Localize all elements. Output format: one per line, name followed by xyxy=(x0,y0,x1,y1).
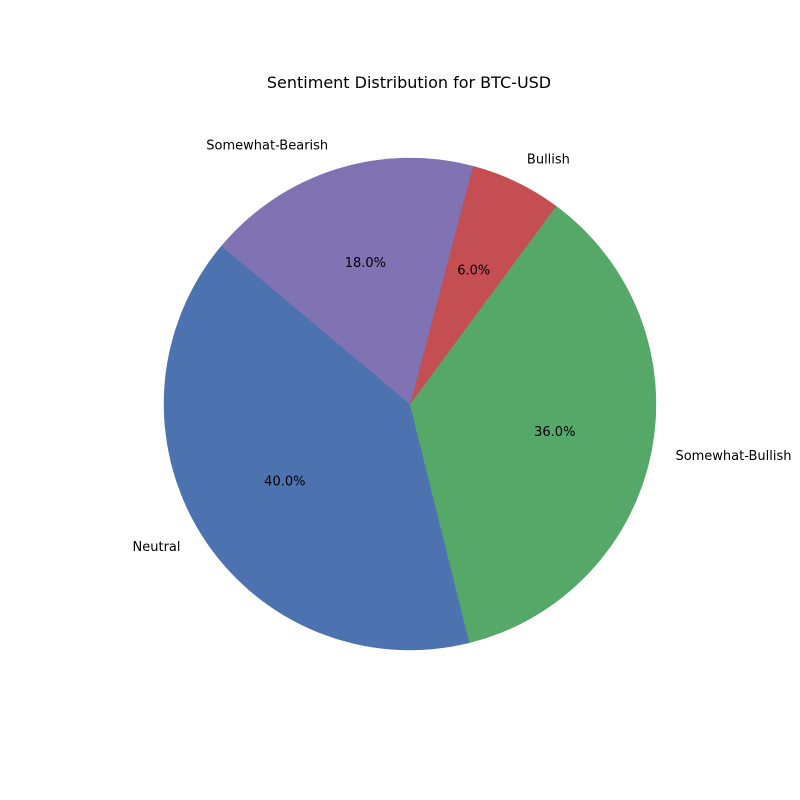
pie-pct-label-somewhat-bullish: 36.0% xyxy=(534,425,575,440)
pie-category-label-neutral: Neutral xyxy=(133,540,181,555)
pie-pct-label-neutral: 40.0% xyxy=(264,475,305,490)
pie-slices xyxy=(163,157,657,651)
pie-labels: 40.0% Neutral 36.0% Somewhat-Bullish 6.0% Bul… xyxy=(133,139,792,555)
pie-category-label-bullish: Bullish xyxy=(527,152,570,167)
pie-pct-label-somewhat-bearish: 18.0% xyxy=(345,256,386,271)
pie-category-label-somewhat-bullish: Somewhat-Bullish xyxy=(675,449,791,464)
chart-title: Sentiment Distribution for BTC-USD xyxy=(267,73,551,92)
pie-category-label-somewhat-bearish: Somewhat-Bearish xyxy=(206,139,328,154)
pie-slice-somewhat-bullish xyxy=(409,205,657,643)
pie-slice-neutral xyxy=(163,245,470,651)
pie-pct-label-bullish: 6.0% xyxy=(457,263,490,278)
pie-slice-somewhat-bearish xyxy=(221,157,474,405)
